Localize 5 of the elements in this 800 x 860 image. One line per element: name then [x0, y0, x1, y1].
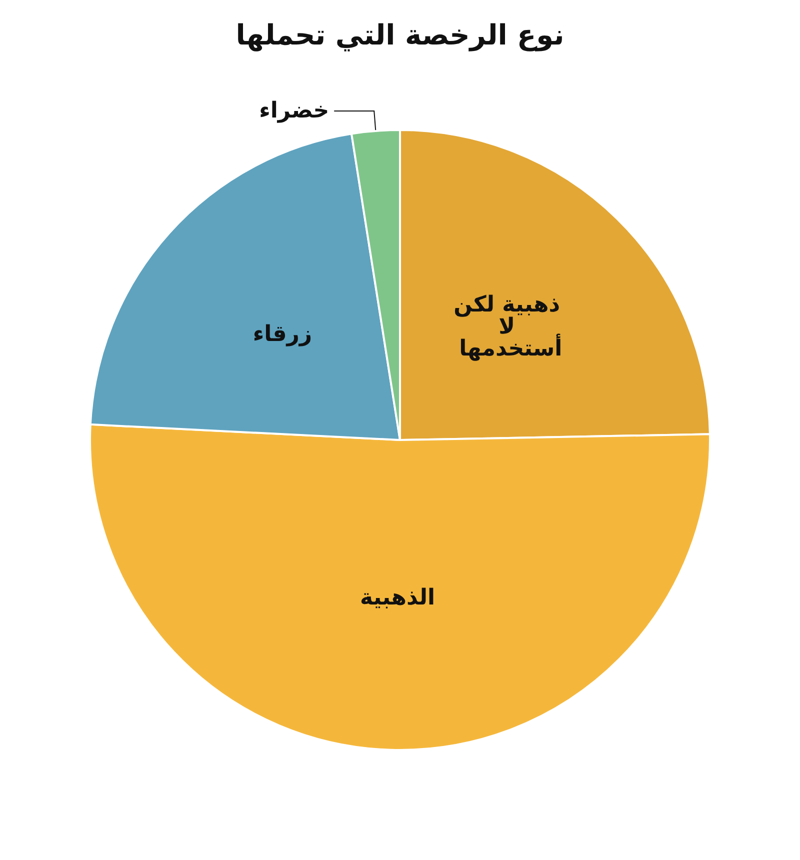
slice-label: الذهبية: [360, 585, 436, 610]
slice-label: خضراء: [259, 98, 330, 124]
chart-title: نوع الرخصة التي تحملها: [236, 18, 564, 52]
slice-label: زرقاء: [252, 322, 312, 347]
slice-label: ذهبية لكن لا أستخدمها: [454, 292, 568, 362]
